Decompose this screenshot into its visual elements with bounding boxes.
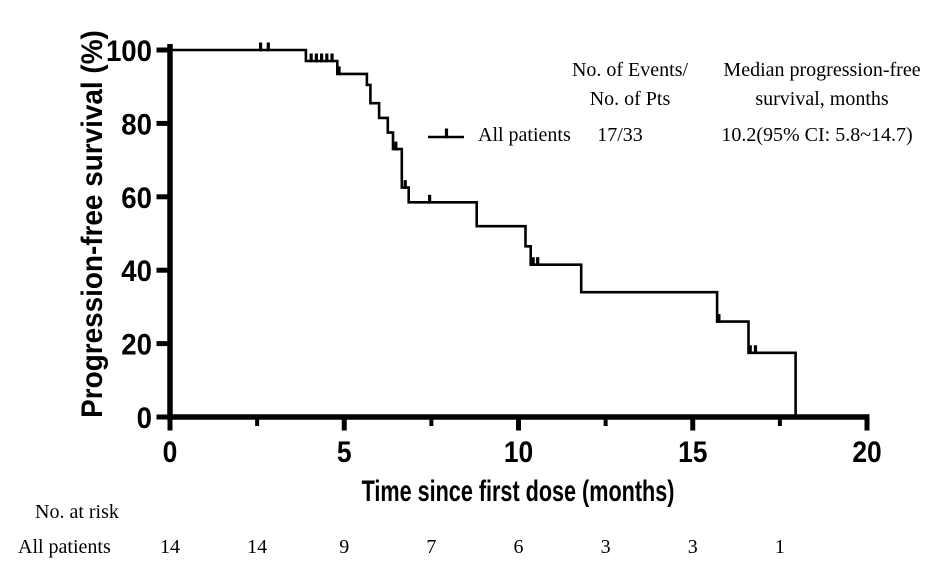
events-header-line2: No. of Pts <box>589 88 671 110</box>
x-tick-label: 10 <box>504 434 533 468</box>
risk-table-title: No. at risk <box>35 501 119 523</box>
risk-count: 9 <box>339 536 350 558</box>
y-tick-label: 40 <box>121 255 152 288</box>
risk-count: 6 <box>513 536 524 558</box>
median-header-line2: survival, months <box>755 88 889 110</box>
x-tick-label: 15 <box>678 434 707 468</box>
events-value: 17/33 <box>597 124 643 146</box>
risk-count: 14 <box>160 536 180 558</box>
x-tick-label: 20 <box>852 434 881 468</box>
x-tick-label: 0 <box>163 434 178 468</box>
risk-count: 3 <box>687 536 698 558</box>
risk-count: 1 <box>774 536 785 558</box>
y-tick-label: 80 <box>121 108 152 141</box>
y-tick-label: 60 <box>121 182 152 215</box>
legend-series-label: All patients <box>478 124 571 146</box>
risk-count: 14 <box>247 536 268 558</box>
y-tick-label: 20 <box>121 329 152 362</box>
median-value: 10.2(95% CI: 5.8~14.7) <box>721 124 913 146</box>
y-tick-label: 0 <box>137 402 152 435</box>
risk-row-label: All patients <box>18 536 111 558</box>
x-tick-label: 5 <box>337 434 352 468</box>
events-header-line1: No. of Events/ <box>571 59 689 81</box>
y-tick-label: 100 <box>106 35 152 68</box>
survival-curve <box>170 48 797 417</box>
x-axis-title: Time since first dose (months) <box>361 475 675 508</box>
median-column-header: Median progression-free survival, months <box>723 56 920 114</box>
median-header-line1: Median progression-free <box>723 59 921 81</box>
risk-count: 3 <box>600 536 611 558</box>
y-axis-title: Progression-free survival (%) <box>76 30 109 418</box>
events-column-header: No. of Events/ No. of Pts <box>572 56 688 114</box>
risk-count: 7 <box>426 536 437 558</box>
